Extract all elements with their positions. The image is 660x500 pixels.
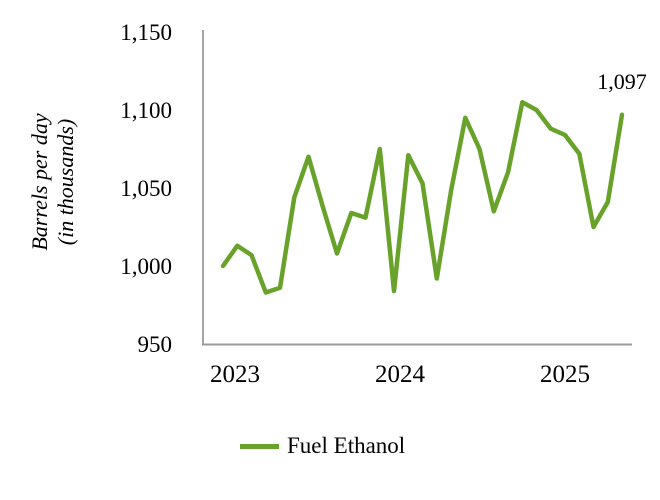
y-tick-label: 1,050 [120, 175, 172, 201]
y-tick-label: 1,000 [120, 253, 172, 279]
y-tick-label: 1,150 [120, 19, 172, 45]
x-tick-label: 2023 [210, 361, 260, 388]
legend-line-swatch [240, 443, 279, 449]
fuel-ethanol-line [220, 99, 625, 295]
legend: Fuel Ethanol [240, 432, 405, 460]
legend-label: Fuel Ethanol [287, 433, 406, 458]
y-tick-label: 950 [137, 331, 173, 357]
x-tick-label: 2024 [375, 361, 425, 388]
y-tick-label: 1,100 [120, 97, 172, 123]
x-tick-label: 2025 [540, 361, 590, 388]
last-value-label: 1,097 [597, 68, 647, 94]
